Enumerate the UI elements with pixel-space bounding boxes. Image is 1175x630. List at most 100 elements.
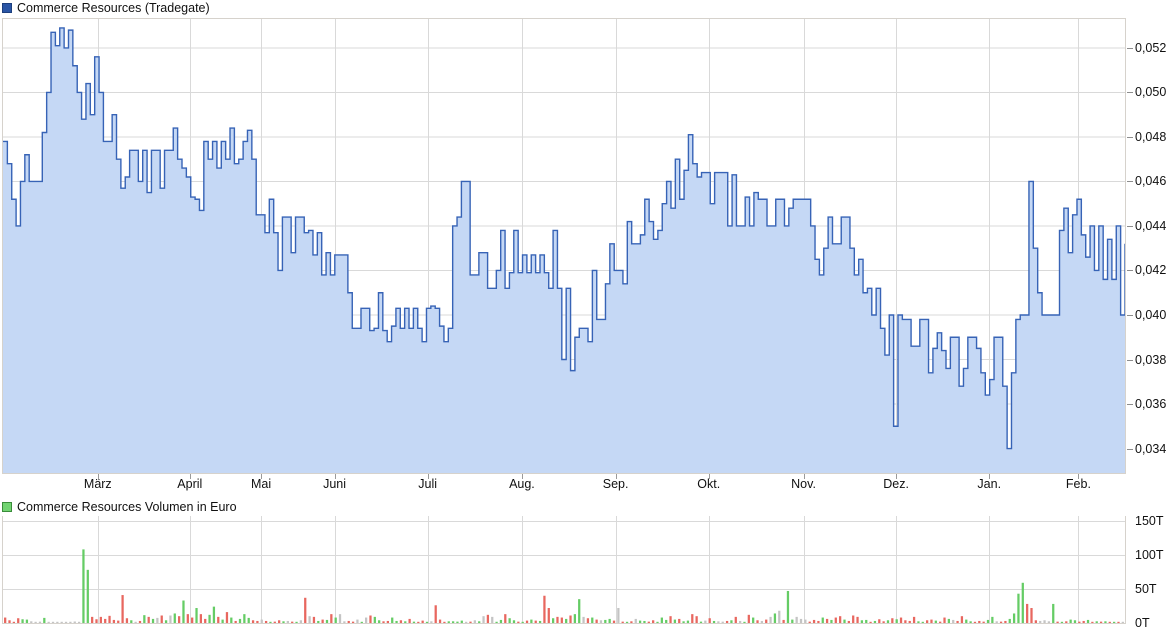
volume-bar <box>908 620 911 623</box>
volume-bar <box>91 616 94 623</box>
volume-bar <box>691 614 694 623</box>
x-axis-label: Jan. <box>977 477 1002 491</box>
volume-bar <box>438 619 442 623</box>
volume-bar <box>225 612 229 623</box>
volume-bar <box>360 621 363 623</box>
volume-bar <box>278 620 281 623</box>
x-axis-label: Juli <box>418 477 438 491</box>
volume-bar <box>865 619 868 623</box>
volume-bar <box>673 619 677 623</box>
x-axis-label: März <box>83 477 112 491</box>
volume-bar <box>669 616 672 623</box>
volume-bar <box>238 618 242 623</box>
volume-bar <box>425 621 429 623</box>
volume-bar <box>1030 608 1033 623</box>
x-axis-label: Dez. <box>883 477 909 491</box>
y-axis-label: 0,040 <box>1135 307 1167 322</box>
volume-bar <box>895 619 898 623</box>
volume-bar <box>582 616 585 623</box>
volume-bar <box>451 621 455 623</box>
volume-bar <box>960 616 964 623</box>
volume-bar <box>769 616 772 623</box>
volume-bar <box>130 620 133 623</box>
x-axis-tick <box>189 474 191 479</box>
y-axis-label: 0,044 <box>1135 218 1167 233</box>
volume-bar <box>982 621 985 623</box>
volume-bar <box>1073 620 1077 623</box>
volume-bar <box>530 619 533 623</box>
volume-bar <box>117 620 120 623</box>
volume-bar <box>173 613 176 623</box>
volume-bar <box>343 621 346 623</box>
volume-bar <box>638 620 642 623</box>
volume-bar <box>1086 619 1090 623</box>
volume-bar <box>134 621 137 623</box>
volume-bar <box>538 620 542 623</box>
volume-bar <box>1060 621 1064 623</box>
x-axis-tick <box>803 474 805 479</box>
volume-bar <box>121 595 124 623</box>
volume-bar <box>256 620 259 623</box>
volume-chart-panel <box>2 516 1126 624</box>
volume-bar <box>678 618 681 623</box>
volume-bar <box>1021 582 1024 623</box>
volume-bar <box>999 621 1003 623</box>
volume-bar <box>565 618 568 623</box>
volume-bar <box>1052 603 1055 623</box>
volume-bar <box>917 621 920 623</box>
y-axis-label: 0,042 <box>1135 263 1167 278</box>
volume-bar <box>317 620 320 623</box>
volume-bar <box>95 619 98 623</box>
volume-bar <box>812 619 816 623</box>
volume-bar <box>943 617 946 623</box>
volume-bar <box>1008 618 1011 623</box>
volume-bar <box>234 620 237 623</box>
volume-bar <box>404 621 407 623</box>
volume-bar <box>347 620 350 623</box>
volume-bar <box>43 617 46 623</box>
volume-bar <box>8 620 11 623</box>
price-area-chart <box>3 19 1125 473</box>
volume-bar <box>478 621 481 623</box>
volume-bar <box>604 619 607 623</box>
volume-bar <box>621 621 624 623</box>
volume-bar <box>199 614 202 623</box>
volume-bar <box>834 617 837 623</box>
volume-bar <box>512 620 516 623</box>
volume-bar <box>560 617 563 623</box>
volume-bar <box>469 621 472 623</box>
volume-bar <box>212 606 216 623</box>
volume-bar <box>325 619 329 623</box>
volume-bar <box>369 615 372 623</box>
volume-bar <box>869 621 872 623</box>
volume-bar <box>643 620 646 623</box>
volume-bar <box>147 616 150 623</box>
volume-bar <box>330 614 333 623</box>
volume-bar <box>491 616 494 623</box>
y-axis-tick <box>1127 270 1133 272</box>
volume-bar <box>295 621 298 623</box>
volume-bar <box>138 620 142 623</box>
volume-bar <box>191 617 194 623</box>
volume-bar <box>4 617 7 623</box>
volume-bar <box>686 620 690 623</box>
volume-bar <box>778 610 781 623</box>
volume-bar <box>930 619 933 623</box>
volume-bar <box>1095 621 1098 623</box>
volume-bar <box>573 614 576 623</box>
volume-bar <box>743 621 746 623</box>
y-axis-label: 0,048 <box>1135 129 1167 144</box>
volume-bar <box>282 621 285 623</box>
volume-bar <box>739 620 742 623</box>
volume-bar <box>260 619 263 623</box>
volume-bar <box>956 620 959 623</box>
volume-y-axis-label: 150T <box>1135 513 1164 528</box>
volume-bar <box>712 620 716 623</box>
volume-bar <box>338 614 342 623</box>
volume-bar <box>351 621 355 623</box>
volume-bar <box>465 621 468 623</box>
volume-bar <box>708 618 711 623</box>
volume-bar <box>504 614 507 623</box>
volume-bar <box>17 618 20 623</box>
volume-bar <box>208 614 211 623</box>
